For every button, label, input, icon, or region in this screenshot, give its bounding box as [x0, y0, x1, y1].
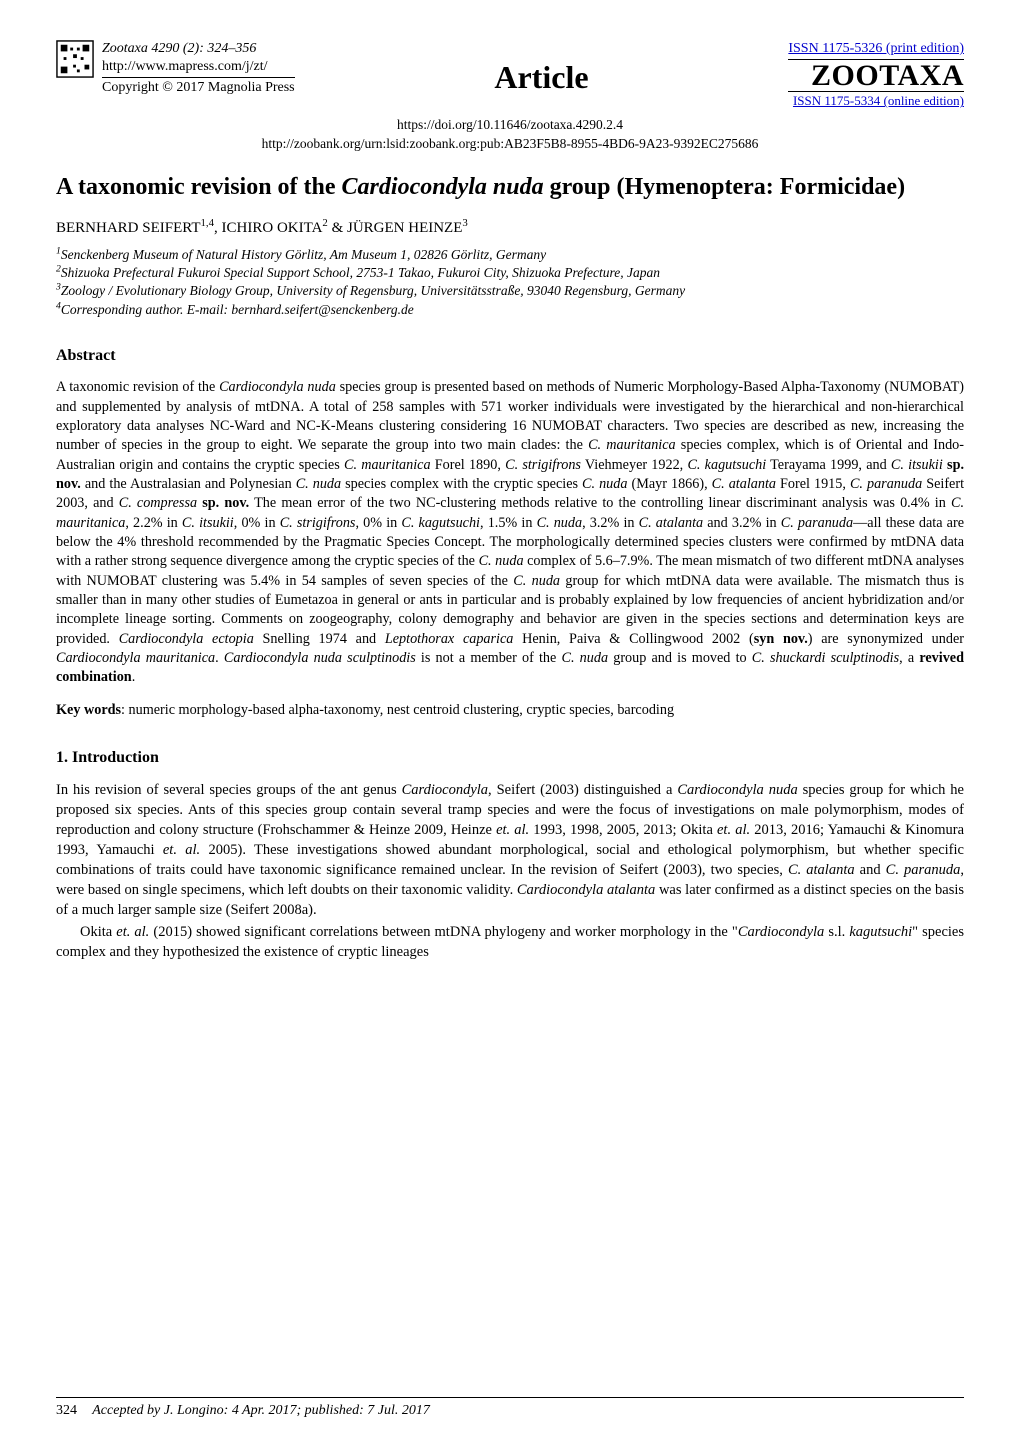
page-number: 324 [56, 1403, 77, 1418]
affiliation-4: 4Corresponding author. E-mail: bernhard.… [56, 301, 964, 319]
accepted-published-line: Accepted by J. Longino: 4 Apr. 2017; pub… [92, 1403, 430, 1418]
author-list: BERNHARD SEIFERT1,4, ICHIRO OKITA2 & JÜR… [56, 218, 964, 238]
zootaxa-qr-icon [56, 40, 94, 78]
affiliation-3: 3Zoology / Evolutionary Biology Group, U… [56, 282, 964, 300]
header-right: ISSN 1175-5326 (print edition) ZOOTAXA I… [788, 40, 964, 110]
zoobank-url[interactable]: http://zoobank.org/urn:lsid:zoobank.org:… [56, 135, 964, 154]
abstract-heading: Abstract [56, 345, 964, 367]
intro-para-2: Okita et. al. (2015) showed significant … [56, 922, 964, 962]
issn-print[interactable]: ISSN 1175-5326 (print edition) [788, 40, 964, 59]
journal-url[interactable]: http://www.mapress.com/j/zt/ [102, 59, 268, 74]
journal-header: Zootaxa 4290 (2): 324–356 http://www.map… [56, 40, 964, 110]
journal-citation: Zootaxa 4290 (2): 324–356 http://www.map… [102, 40, 295, 76]
journal-line: Zootaxa 4290 (2): 324–356 [102, 41, 256, 56]
keywords-line: Key words: numeric morphology-based alph… [56, 701, 964, 720]
intro-para-1: In his revision of several species group… [56, 780, 964, 920]
issn-online[interactable]: ISSN 1175-5334 (online edition) [788, 92, 964, 110]
affiliations: 1Senckenberg Museum of Natural History G… [56, 246, 964, 319]
page-footer: 324 Accepted by J. Longino: 4 Apr. 2017;… [56, 1397, 964, 1421]
affiliation-1: 1Senckenberg Museum of Natural History G… [56, 246, 964, 264]
article-title: A taxonomic revision of the Cardiocondyl… [56, 172, 964, 202]
zootaxa-wordmark: ZOOTAXA [788, 59, 964, 93]
doi-url[interactable]: https://doi.org/10.11646/zootaxa.4290.2.… [56, 116, 964, 135]
header-left: Zootaxa 4290 (2): 324–356 http://www.map… [56, 40, 295, 98]
introduction-heading: 1. Introduction [56, 747, 964, 769]
copyright-line: Copyright © 2017 Magnolia Press [102, 77, 295, 98]
abstract-text: A taxonomic revision of the Cardiocondyl… [56, 378, 964, 687]
article-type-label: Article [494, 56, 588, 99]
introduction-text: In his revision of several species group… [56, 780, 964, 962]
affiliation-2: 2Shizuoka Prefectural Fukuroi Special Su… [56, 264, 964, 282]
identifier-urls: https://doi.org/10.11646/zootaxa.4290.2.… [56, 116, 964, 154]
